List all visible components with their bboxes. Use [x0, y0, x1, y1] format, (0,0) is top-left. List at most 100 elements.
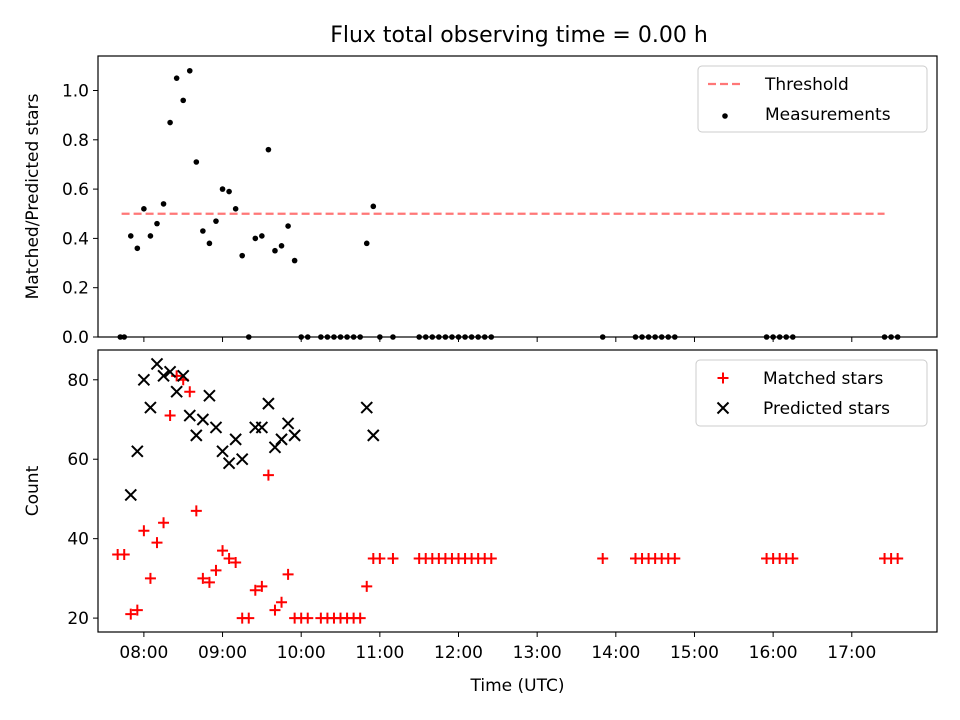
matched-star-point — [387, 553, 399, 565]
x-tick-label: 16:00 — [749, 643, 798, 663]
predicted-star-point — [209, 421, 223, 434]
matched-star-point — [669, 553, 681, 565]
matched-star-point — [230, 556, 242, 568]
measurement-point — [160, 201, 167, 207]
predicted-star-point — [367, 429, 380, 442]
y-tick-label: 20 — [67, 609, 89, 629]
measurement-point — [285, 223, 291, 229]
measurement-point — [252, 235, 259, 242]
measurement-point — [278, 242, 285, 249]
measurement-point — [272, 247, 278, 254]
measurement-point — [239, 252, 246, 259]
measurement-point — [226, 188, 232, 195]
predicted-star-point — [288, 429, 301, 442]
measurement-point — [141, 206, 147, 212]
legend-label: Matched stars — [763, 369, 883, 389]
matched-star-point — [158, 517, 170, 529]
legend: Matched stars Predicted stars — [695, 359, 928, 427]
legend-box — [695, 359, 928, 427]
legend-label: Measurements — [765, 105, 891, 125]
y-tick-label: 80 — [67, 371, 89, 391]
predicted-star-point — [229, 433, 242, 446]
y-tick-label: 40 — [67, 530, 89, 550]
x-tick-label: 12:00 — [434, 643, 483, 663]
predicted-star-point — [235, 453, 249, 466]
y-tick-label: 0.0 — [62, 328, 89, 348]
matched-star-point — [892, 553, 904, 565]
matched-star-point — [131, 604, 143, 616]
measurement-point — [147, 233, 154, 239]
matched-star-point — [374, 553, 386, 565]
predicted-star-point — [281, 417, 295, 430]
measurement-point — [154, 220, 160, 227]
y-axis-label: Matched/Predicted stars — [23, 93, 43, 299]
predicted-star-point — [170, 385, 183, 398]
matched-star-point — [184, 386, 196, 398]
legend-matched-swatch — [717, 372, 729, 384]
measurement-point — [180, 97, 187, 104]
matched-star-point — [787, 553, 799, 565]
x-tick-label: 08:00 — [119, 643, 168, 663]
measurement-point — [167, 119, 173, 126]
measurement-point — [186, 67, 193, 74]
matched-star-point — [269, 604, 281, 616]
matched-star-point — [223, 553, 235, 565]
axes-frame — [97, 55, 938, 338]
y-tick-label: 0.4 — [62, 229, 89, 249]
y-tick-label: 0.2 — [62, 279, 89, 299]
x-tick-label: 13:00 — [513, 643, 562, 663]
x-tick-label: 15:00 — [670, 643, 719, 663]
measurement-point — [370, 203, 377, 210]
matched-star-point — [302, 612, 314, 624]
predicted-star-point — [157, 369, 170, 383]
predicted-star-point — [190, 429, 203, 442]
measurement-point — [363, 240, 370, 247]
legend: Threshold Measurements — [697, 65, 928, 133]
predicted-star-point — [177, 369, 190, 383]
measurement-point — [291, 257, 298, 264]
matched-star-point — [118, 549, 130, 561]
predicted-star-point — [163, 365, 177, 379]
measurement-point — [259, 233, 265, 239]
x-tick-label: 10:00 — [277, 643, 326, 663]
measurement-point — [219, 186, 226, 192]
y-tick-label: 60 — [67, 450, 89, 470]
matched-star-point — [262, 469, 274, 481]
measurement-point — [265, 146, 272, 153]
matched-star-point — [282, 568, 294, 580]
measurement-point — [213, 218, 219, 224]
x-tick-label: 17:00 — [827, 643, 876, 663]
predicted-star-point — [124, 488, 137, 502]
x-tick-label: 09:00 — [198, 643, 247, 663]
matched-star-point — [197, 572, 209, 584]
predicted-star-point — [222, 456, 236, 470]
predicted-star-point — [203, 389, 216, 402]
predicted-star-point — [131, 445, 144, 458]
legend-measurement-swatch — [722, 113, 728, 119]
matched-star-point — [190, 505, 202, 517]
axes-frame — [97, 349, 938, 633]
legend-label: Threshold — [764, 75, 849, 95]
measurement-point — [200, 228, 206, 234]
predicted-star-point — [144, 401, 157, 414]
matched-star-point — [125, 608, 137, 620]
matched-star-point — [203, 576, 215, 588]
matched-star-point — [217, 545, 229, 557]
figure-title: Flux total observing time = 0.00 h — [330, 23, 708, 48]
matched-star-point — [361, 580, 373, 592]
top-panel-ratio: 0.0 0.2 0.4 0.6 0.8 1.0 Matched/Predicted star… — [23, 55, 938, 348]
bottom-panel-counts: 20 40 60 80 08:00 09:00 10:00 11:00 12:00 13:00 14… — [23, 349, 938, 696]
measurement-point — [232, 206, 239, 212]
x-axis-label: Time (UTC) — [470, 676, 565, 696]
matched-star-point — [138, 525, 150, 537]
measurement-point — [127, 233, 134, 239]
matched-star-point — [597, 553, 609, 565]
measurement-point — [173, 75, 180, 81]
measurement-point — [206, 240, 213, 247]
predicted-star-point — [137, 373, 151, 386]
x-tick-label: 11:00 — [355, 643, 404, 663]
matched-star-point — [210, 564, 222, 576]
matched-star-point — [249, 584, 261, 596]
legend-box — [697, 65, 928, 133]
matched-star-point — [485, 553, 497, 565]
